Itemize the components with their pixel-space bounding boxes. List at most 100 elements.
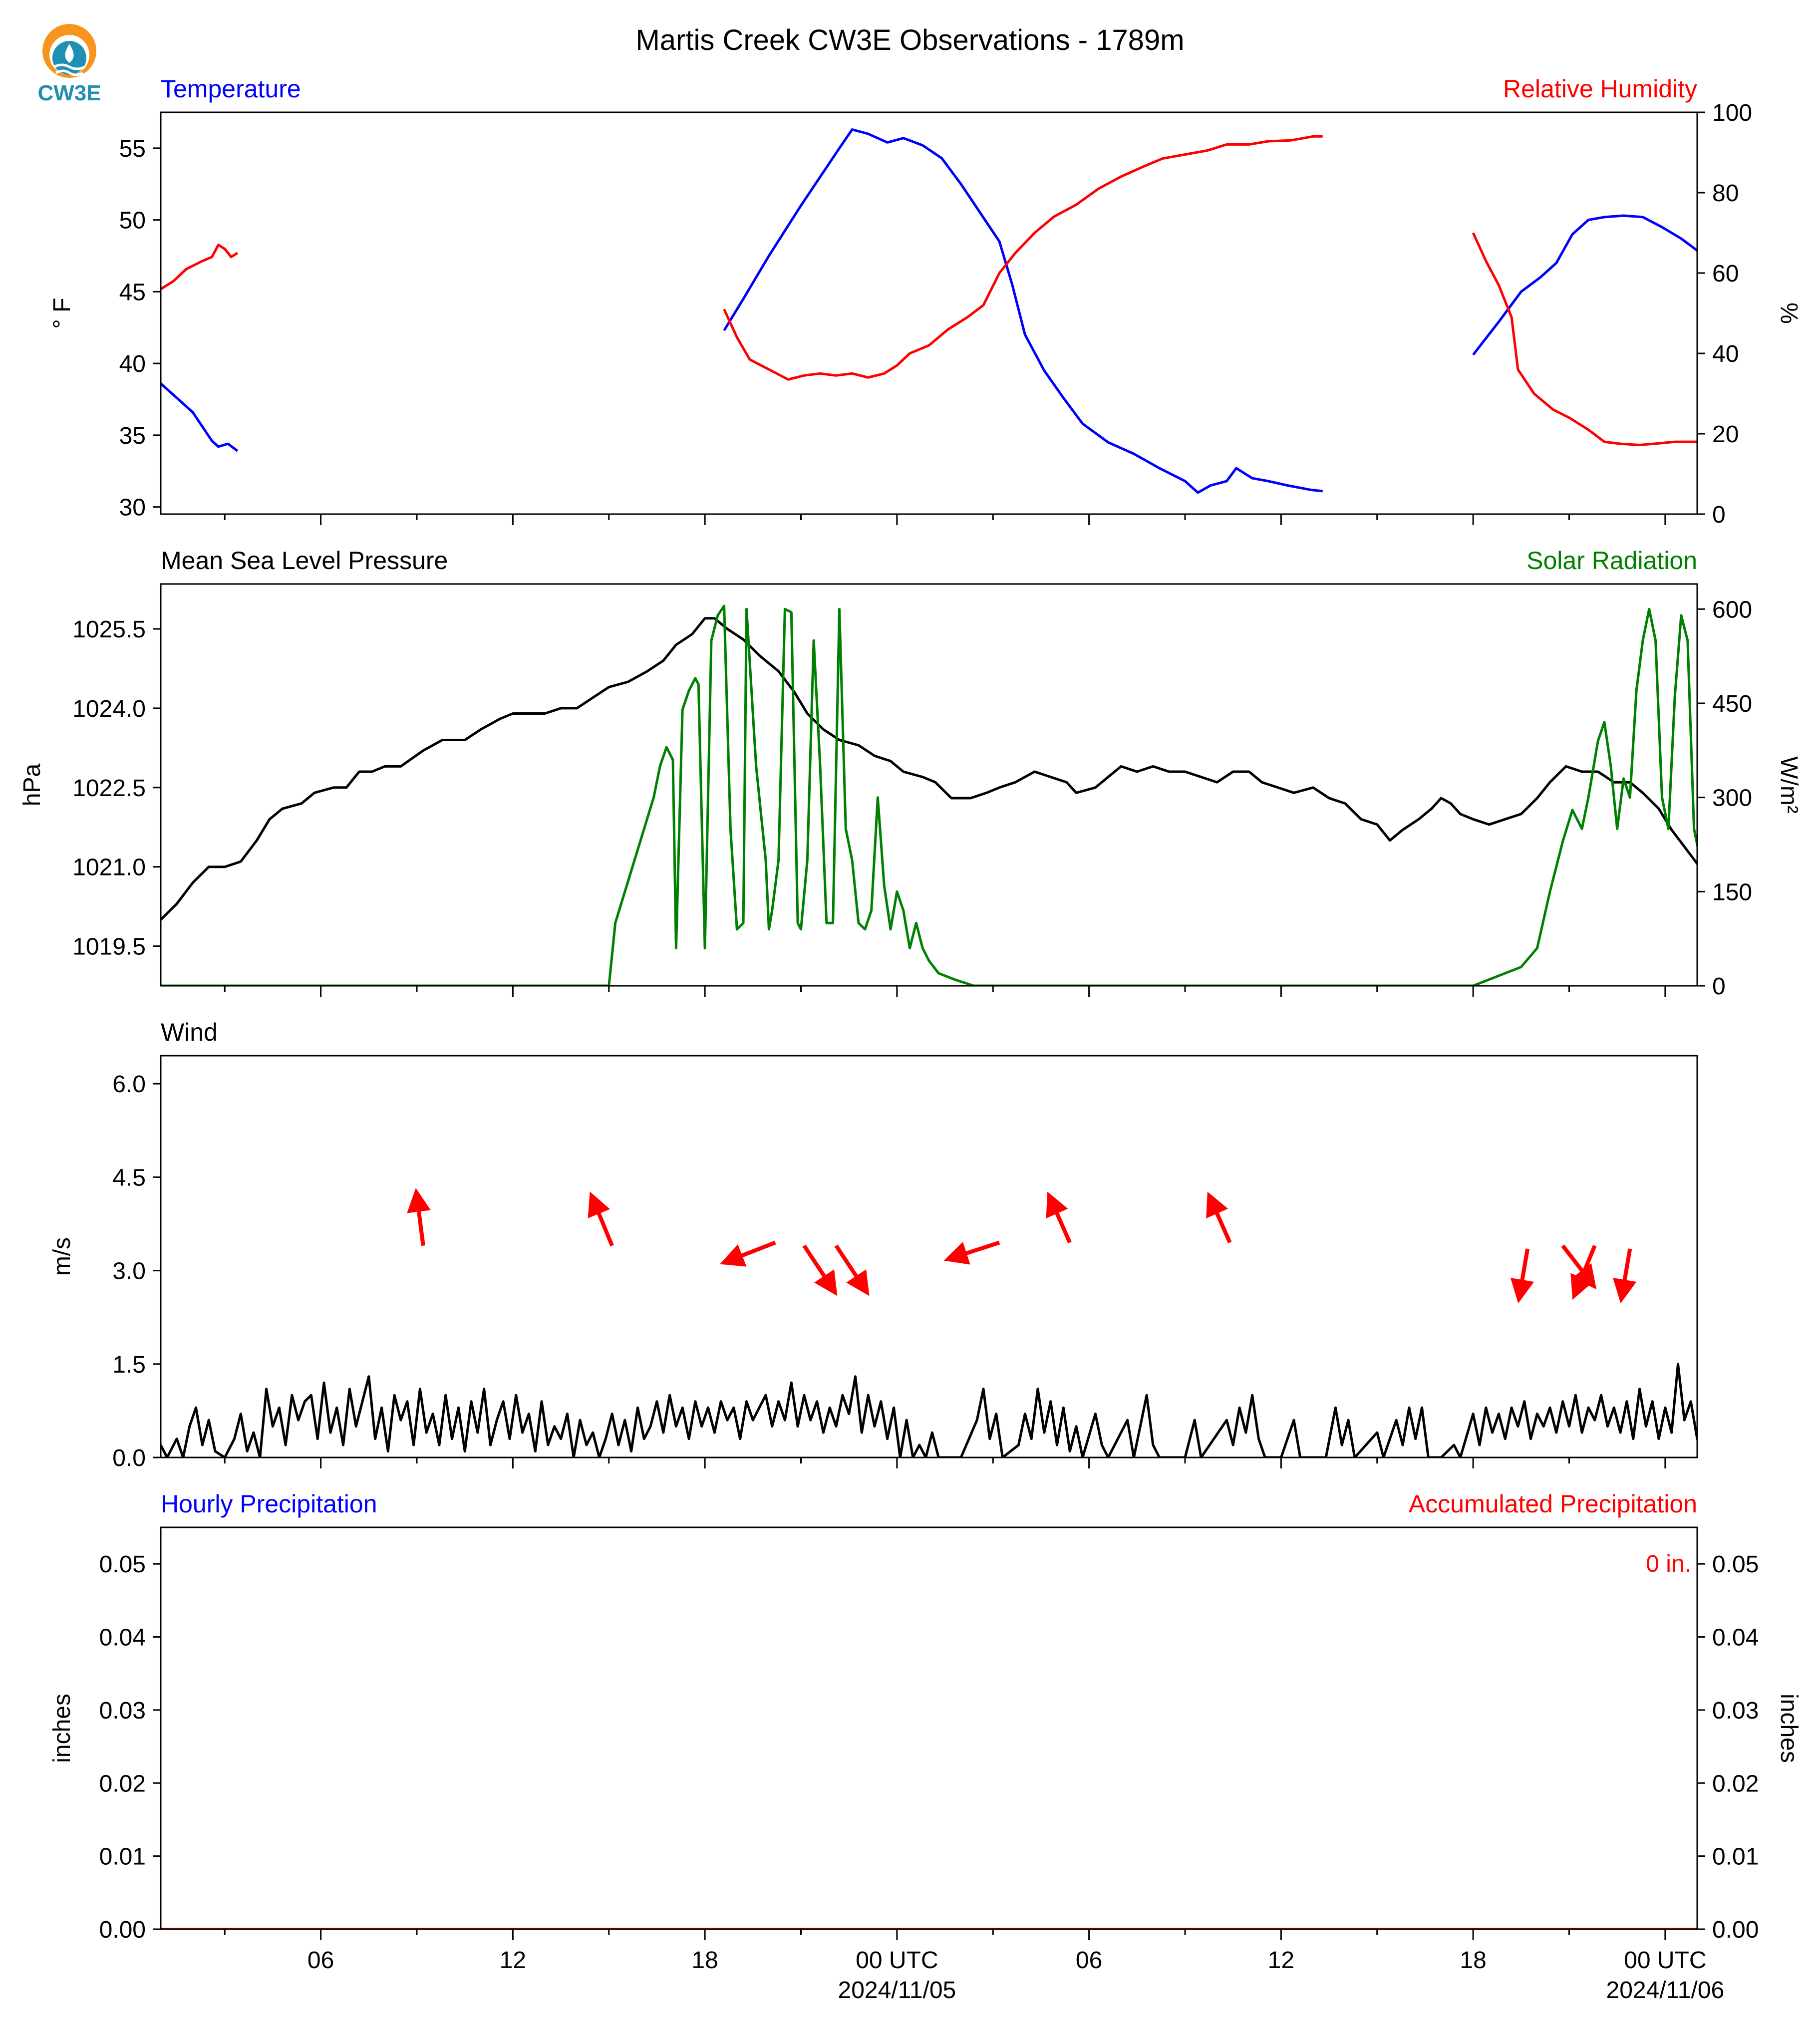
panel-left-title: Temperature — [161, 75, 301, 103]
y-tick-label-left: 0.01 — [99, 1844, 146, 1870]
series-line-relative-humidity — [161, 244, 239, 290]
y-tick-label-right: 600 — [1712, 596, 1752, 623]
y-tick-label-left: 45 — [119, 279, 146, 305]
y-tick-label-left: 0.0 — [112, 1445, 146, 1471]
series-line-relative-humidity — [723, 135, 1323, 381]
y-tick-label-right: 0 — [1712, 502, 1726, 528]
y-tick-label-left: 0.04 — [99, 1625, 146, 1651]
series-line-mean-sea-level-pressure — [161, 617, 1697, 921]
y-tick-label-right: 60 — [1712, 261, 1739, 287]
panel-temperature-humidity: Temperature Relative Humidity 30 35 40 45 50 55… — [49, 75, 1802, 528]
y-axis-label-right: % — [1776, 302, 1802, 324]
y-axis-label-left: m/s — [49, 1237, 75, 1276]
panel-left-title: Hourly Precipitation — [161, 1490, 377, 1518]
y-tick-label-left: 1019.5 — [72, 934, 146, 960]
y-tick-label-right: 0.01 — [1712, 1844, 1759, 1870]
y-tick-label-left: 1.5 — [112, 1352, 146, 1378]
panel-left-title: Wind — [161, 1018, 218, 1046]
wind-arrow — [1046, 1191, 1072, 1244]
series-line-relative-humidity — [1472, 232, 1697, 446]
wind-arrow — [1613, 1248, 1637, 1304]
x-tick-label: 12 — [500, 1947, 526, 1974]
panel-right-title: Relative Humidity — [1503, 75, 1697, 103]
series-line-wind-speed — [161, 1363, 1697, 1457]
plot-area — [161, 1363, 1697, 1457]
x-tick-label: 00 UTC — [1624, 1947, 1706, 1974]
y-tick-label-left: 40 — [119, 351, 146, 377]
y-tick-label-left: 4.5 — [112, 1164, 146, 1191]
panel-pressure-solar: Mean Sea Level Pressure Solar Radiation 10… — [19, 547, 1802, 1000]
y-tick-label-right: 20 — [1712, 421, 1739, 448]
panel-precipitation: Hourly Precipitation Accumulated Precipit… — [49, 1490, 1802, 1943]
series-line-solar-radiation — [161, 604, 1697, 986]
wind-arrow — [1510, 1248, 1534, 1304]
panel-frame — [160, 583, 1698, 987]
panel-frame — [160, 1055, 1698, 1458]
y-tick-label-left: 0.00 — [99, 1917, 146, 1943]
y-tick-label-left: 50 — [119, 208, 146, 234]
panel-frame — [160, 111, 1698, 515]
y-tick-label-right: 100 — [1712, 100, 1752, 126]
logo-text: CW3E — [37, 81, 101, 105]
accumulated-total-label: 0 in. — [1646, 1551, 1691, 1577]
y-tick-label-left: 3.0 — [112, 1258, 146, 1285]
y-tick-label-right: 40 — [1712, 341, 1739, 367]
y-tick-label-right: 0.05 — [1712, 1551, 1759, 1578]
wind-arrow — [407, 1187, 431, 1246]
series-line-temperature — [723, 128, 1323, 494]
wind-arrow — [802, 1244, 838, 1296]
wind-arrow — [1570, 1245, 1597, 1300]
y-tick-label-right: 0.00 — [1712, 1917, 1759, 1943]
y-tick-label-left: 1021.0 — [72, 855, 146, 881]
y-tick-label-right: 300 — [1712, 785, 1752, 812]
y-tick-label-left: 0.02 — [99, 1770, 146, 1797]
x-tick-label: 06 — [1076, 1947, 1102, 1974]
x-date-label: 2024/11/05 — [838, 1977, 956, 2004]
x-tick-label: 18 — [1460, 1947, 1486, 1974]
x-date-label: 2024/11/06 — [1606, 1977, 1725, 2004]
series-line-temperature — [1472, 214, 1697, 356]
panels: Temperature Relative Humidity 30 35 40 45 50 55… — [19, 75, 1802, 2004]
wind-arrow — [1206, 1191, 1232, 1244]
panel-left-title: Mean Sea Level Pressure — [161, 547, 448, 575]
y-tick-label-right: 0.03 — [1712, 1698, 1759, 1724]
x-tick-label: 06 — [307, 1947, 334, 1974]
panel-right-title: Solar Radiation — [1526, 547, 1697, 575]
panel-frame — [160, 1526, 1698, 1930]
wind-arrow — [943, 1240, 1000, 1265]
x-tick-label: 12 — [1268, 1947, 1294, 1974]
panel-right-title: Accumulated Precipitation — [1409, 1490, 1697, 1518]
plot-area — [161, 604, 1697, 986]
y-tick-label-right: 0 — [1712, 973, 1726, 1000]
y-tick-label-left: 0.03 — [99, 1698, 146, 1724]
y-tick-label-right: 150 — [1712, 879, 1752, 905]
y-tick-label-right: 0.04 — [1712, 1625, 1759, 1651]
y-tick-label-left: 35 — [119, 423, 146, 449]
y-axis-label-right: W/m² — [1776, 756, 1802, 814]
y-tick-label-right: 0.02 — [1712, 1770, 1759, 1797]
wind-arrow — [588, 1191, 614, 1247]
y-tick-label-left: 1022.5 — [72, 775, 146, 802]
panel-wind: Wind 0.0 1.5 3.0 4.5 6.0 m/s — [49, 1018, 1698, 1471]
logo-graphic — [42, 24, 96, 78]
y-tick-label-left: 0.05 — [99, 1551, 146, 1578]
y-tick-label-left: 30 — [119, 495, 146, 521]
chart-title: Martis Creek CW3E Observations - 1789m — [635, 24, 1184, 56]
y-tick-label-right: 450 — [1712, 691, 1752, 717]
y-tick-label-left: 1024.0 — [72, 696, 146, 722]
y-axis-label-left: ° F — [49, 298, 75, 329]
y-tick-label-left: 6.0 — [112, 1071, 146, 1098]
wind-arrow — [720, 1240, 776, 1267]
y-tick-label-right: 80 — [1712, 180, 1739, 207]
series-line-temperature — [161, 382, 239, 452]
wind-arrow — [834, 1244, 870, 1296]
x-tick-label: 18 — [691, 1947, 718, 1974]
y-tick-label-left: 55 — [119, 136, 146, 162]
logo: CW3E — [32, 15, 107, 105]
y-tick-label-left: 1025.5 — [72, 616, 146, 643]
x-tick-label: 00 UTC — [856, 1947, 938, 1974]
y-axis-label-left: hPa — [19, 763, 45, 806]
plot-area — [161, 128, 1697, 494]
y-axis-label-right: inches — [1776, 1694, 1802, 1763]
